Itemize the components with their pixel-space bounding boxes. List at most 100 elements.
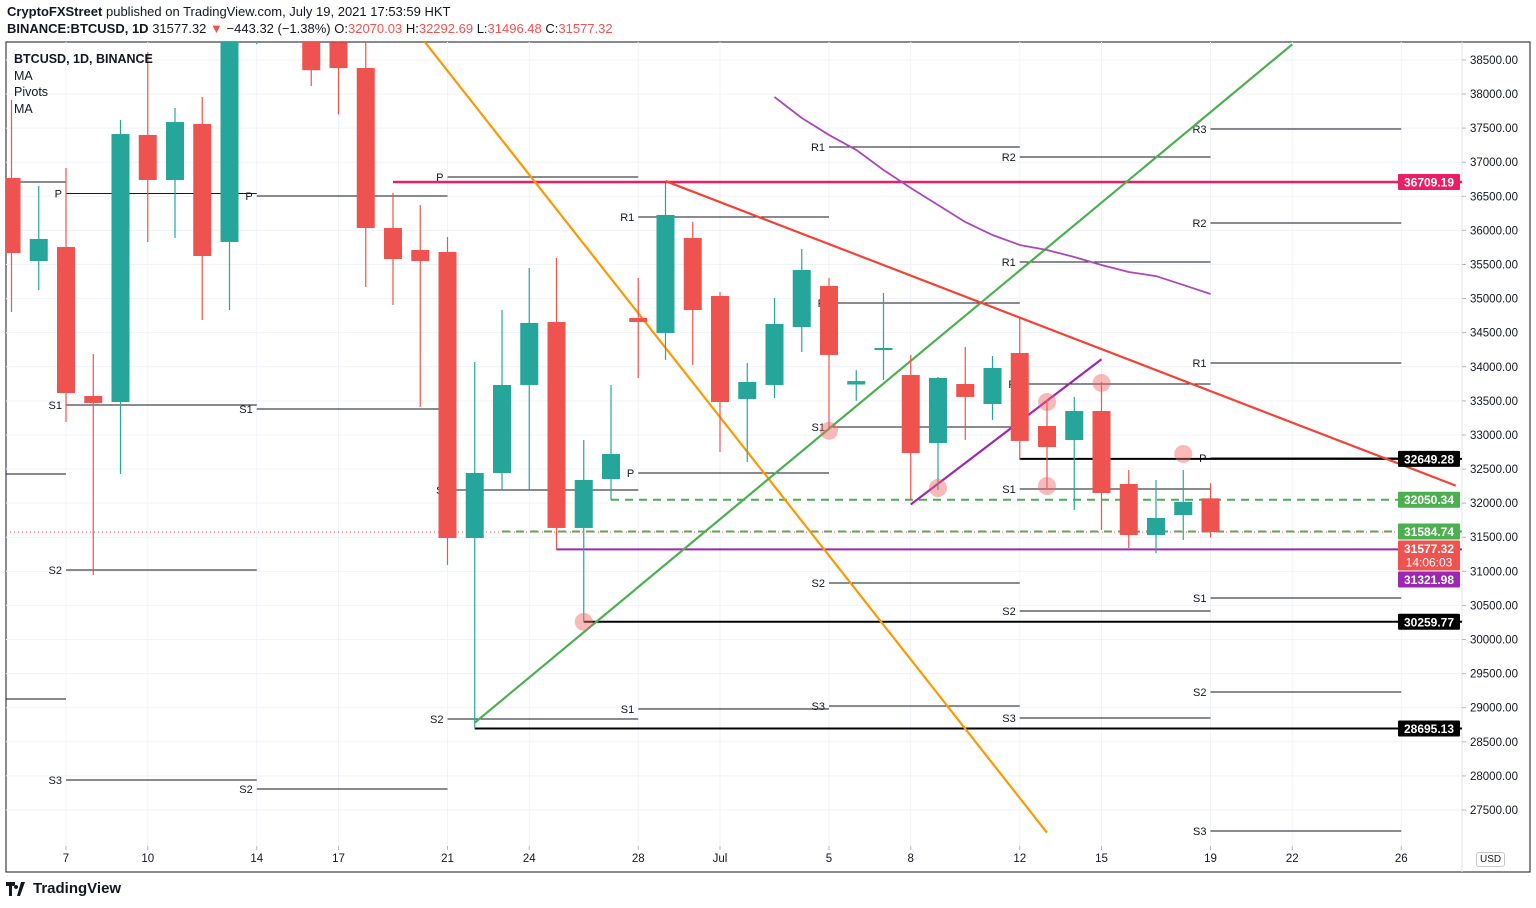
y-tick-label: 34000.00 (1470, 362, 1518, 374)
legend-item-ma[interactable]: MA (14, 101, 33, 116)
published-text: published on TradingView.com, July 19, 2… (105, 4, 451, 19)
publish-info: CryptoFXStreet published on TradingView.… (7, 4, 450, 19)
candle-up (465, 473, 484, 538)
y-tick-label: 38000.00 (1470, 89, 1518, 101)
publisher: CryptoFXStreet (7, 4, 103, 19)
grid (6, 42, 1462, 846)
y-tick-label: 36000.00 (1470, 225, 1518, 237)
trend-line (910, 358, 1103, 506)
close-label: C: (545, 21, 559, 36)
candle-down (901, 375, 920, 454)
pivot-label: R3 (1192, 124, 1206, 136)
candle-down (547, 322, 566, 528)
legend-item-ma[interactable]: MA (14, 68, 33, 83)
pivot-label: R1 (620, 212, 634, 224)
y-tick-label: 35000.00 (1470, 294, 1518, 306)
symbol: BINANCE:BTCUSD, 1D (7, 21, 149, 36)
x-tick-label: 12 (1013, 853, 1026, 865)
candle-down (1092, 411, 1111, 493)
pivot-label: S1 (49, 400, 62, 412)
low-value: 31496.48 (487, 21, 542, 36)
candle-down (438, 251, 457, 538)
pivot-label: S1 (239, 404, 252, 416)
pivot-label: S3 (49, 775, 62, 787)
legend-item-pivots[interactable]: Pivots (14, 85, 49, 99)
low-label: L: (476, 21, 488, 36)
candle-up (765, 324, 784, 385)
level-price-label: 28695.13 (1404, 722, 1454, 736)
legend-title[interactable]: BTCUSD, 1D, BINANCE (14, 52, 153, 66)
candle-down (1010, 352, 1029, 441)
tradingview-logo: TradingView (6, 880, 121, 897)
candle-up (574, 479, 593, 528)
y-tick-label: 29500.00 (1470, 669, 1518, 681)
y-tick-label: 31000.00 (1470, 566, 1518, 578)
pivot-label: S2 (49, 565, 62, 577)
trend-line (474, 43, 1293, 724)
candle-down (302, 42, 321, 71)
axes: 27500.00 28000.00 28500.00 29000.00 29500.00… (63, 55, 1518, 865)
y-tick-label: 30500.00 (1470, 600, 1518, 612)
x-tick-label: 14 (250, 853, 263, 865)
pivot-label: R1 (1002, 257, 1016, 269)
down-arrow-icon: ▼ (210, 21, 223, 36)
candle-up (29, 238, 48, 261)
pivot-label: S2 (812, 578, 825, 590)
y-tick-label: 37500.00 (1470, 123, 1518, 135)
candle-up (220, 42, 239, 242)
candle-down (1038, 426, 1056, 448)
last-price: 31577.32 (152, 21, 207, 36)
candle-down (329, 42, 348, 69)
plot-area[interactable]: PS1S2S3PS1S2PSS2R1PS1R1PS1S2S3R2R1PS1S2S… (3, 0, 1463, 838)
candle-down (820, 286, 838, 355)
x-tick-label: 15 (1095, 853, 1108, 865)
candle-up (738, 381, 757, 400)
last-price-label: 31577.32 (1404, 542, 1454, 556)
candle-down (384, 227, 402, 260)
candle-down (57, 247, 75, 394)
level-price-label-bg (1398, 174, 1460, 191)
last-price-label-bg (1398, 540, 1460, 571)
x-tick-label: 22 (1286, 853, 1299, 865)
x-tick-label: 8 (908, 853, 914, 865)
touch-marker (1038, 477, 1056, 496)
y-tick-label: 27500.00 (1470, 805, 1518, 817)
ohlc-header: BINANCE:BTCUSD, 1D 31577.32 ▼ −443.32 (−… (7, 21, 613, 36)
close-value: 31577.32 (558, 21, 613, 36)
y-tick-label: 30000.00 (1470, 635, 1518, 647)
touch-marker (574, 612, 593, 631)
x-tick-label: 5 (826, 853, 832, 865)
candle-up (602, 453, 620, 480)
pivot-label: S3 (1193, 826, 1206, 838)
pivot-label: R1 (1192, 358, 1206, 370)
x-tick-label: 19 (1204, 853, 1217, 865)
high-value: 32292.69 (418, 21, 474, 36)
x-tick-label: 17 (332, 853, 345, 865)
candle-down (138, 134, 157, 180)
x-tick-label: 7 (63, 853, 69, 865)
y-tick-label: 32000.00 (1470, 498, 1518, 510)
level-price-label-bg (1398, 571, 1460, 588)
trend-line (665, 180, 1457, 487)
x-tick-label: 28 (632, 853, 645, 865)
pivot-label: S2 (1002, 606, 1015, 618)
pivot-label: R1 (811, 142, 825, 154)
pivot-label: S1 (621, 704, 634, 716)
candle-down (411, 250, 430, 261)
pivot-label: P (55, 189, 62, 201)
candle-up (656, 214, 675, 334)
chart-legend: BTCUSD, 1D, BINANCE MA Pivots MA (14, 51, 153, 117)
open-value: 32070.03 (347, 21, 403, 36)
y-tick-label: 34500.00 (1470, 328, 1518, 340)
y-tick-label: 31500.00 (1470, 532, 1518, 544)
touch-marker (1092, 373, 1111, 392)
y-tick-label: 37000.00 (1470, 157, 1518, 169)
level-price-label-bg (1398, 523, 1460, 540)
level-price-label-bg (1398, 491, 1460, 508)
currency-badge[interactable]: USD (1476, 852, 1506, 867)
level-price-label: 31321.98 (1404, 573, 1454, 587)
moving-average-line (773, 96, 1211, 295)
y-tick-label: 28000.00 (1470, 771, 1518, 783)
chart-border (5, 41, 1531, 873)
